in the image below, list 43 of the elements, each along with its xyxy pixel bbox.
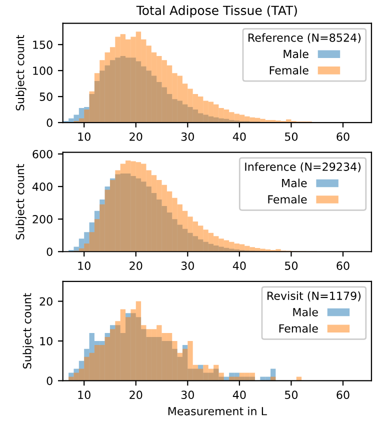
y-tick-label: 400 <box>32 182 52 191</box>
y-tick-label: 200 <box>32 215 52 224</box>
y-tick-label: 100 <box>33 66 52 75</box>
x-tick-label: 60 <box>336 262 350 270</box>
y-tick-label: 600 <box>32 150 52 158</box>
legend-title: Reference (N=8524) <box>248 33 361 44</box>
x-tick-label: 40 <box>232 390 246 400</box>
y-tick-label: 50 <box>40 92 52 101</box>
y-tick-label: 0 <box>46 376 52 386</box>
x-tick-label: 20 <box>130 390 142 400</box>
x-tick-label: 10 <box>78 132 90 141</box>
legend-label: Male <box>284 50 308 58</box>
x-tick-label: 30 <box>181 390 194 400</box>
x-axis-title: Measurement in L <box>168 406 267 416</box>
legend-label: Male <box>282 178 307 188</box>
x-tick-label: 10 <box>78 390 90 400</box>
y-tick-label: 10 <box>40 336 52 346</box>
x-tick-label: 60 <box>336 132 350 141</box>
y-axis-title: Subject count <box>16 34 26 110</box>
legend-label: Female <box>268 194 307 204</box>
x-tick-label: 60 <box>336 390 350 400</box>
y-tick-label: 150 <box>33 40 52 49</box>
x-tick-label: 10 <box>78 262 90 270</box>
legend-label: Male <box>293 308 318 316</box>
legend-label: Female <box>270 66 308 74</box>
legend-title: Revisit (N=1179) <box>268 291 361 302</box>
x-tick-label: 40 <box>232 262 246 270</box>
x-tick-label: 50 <box>285 262 298 270</box>
x-tick-label: 40 <box>232 132 246 141</box>
x-tick-label: 50 <box>285 390 298 400</box>
chart-title: Total Adipose Tissue (TAT) <box>136 5 297 18</box>
x-tick-label: 30 <box>181 262 194 270</box>
x-tick-label: 20 <box>130 262 142 270</box>
x-tick-label: 30 <box>181 132 194 141</box>
legend-label: Female <box>279 324 318 333</box>
y-tick-label: 20 <box>40 297 52 306</box>
y-axis-title: Subject count <box>16 164 26 240</box>
legend-title: Inference (N=29234) <box>245 162 361 172</box>
y-axis-title: Subject count <box>22 293 34 369</box>
x-tick-label: 50 <box>285 132 298 141</box>
x-tick-label: 20 <box>130 132 142 141</box>
y-tick-label: 0 <box>46 118 52 127</box>
y-tick-label: 0 <box>46 248 52 256</box>
